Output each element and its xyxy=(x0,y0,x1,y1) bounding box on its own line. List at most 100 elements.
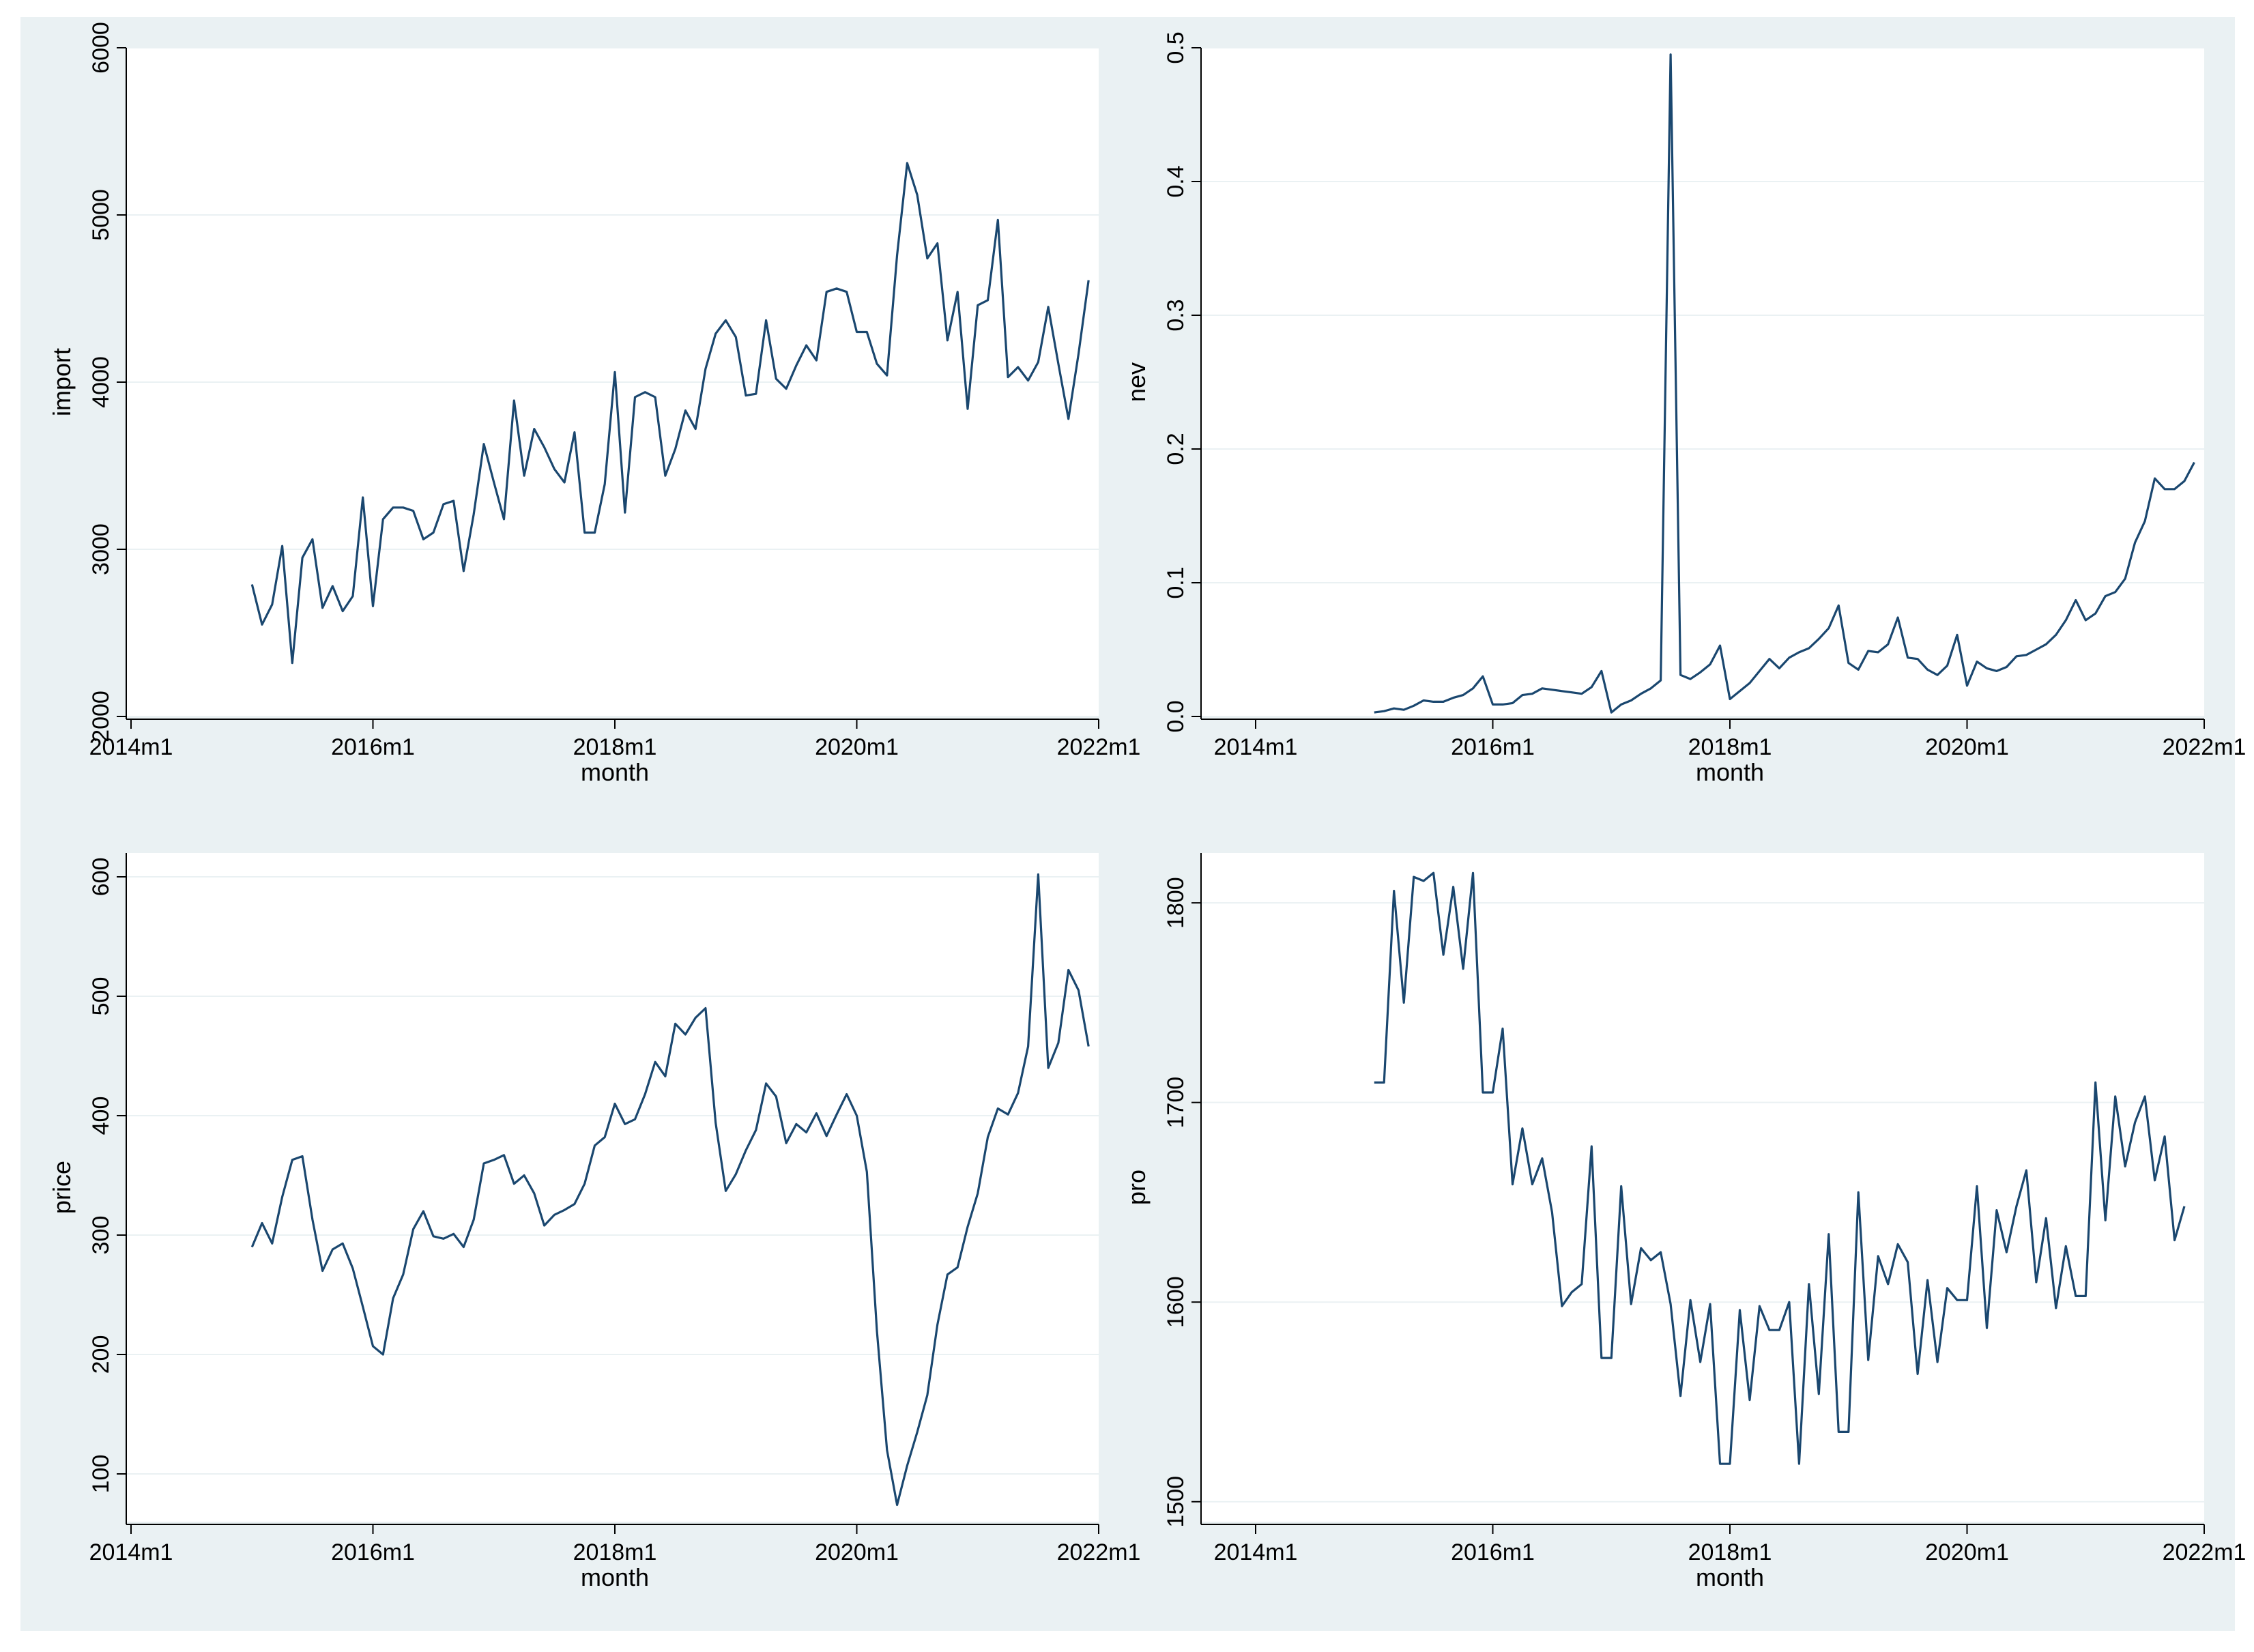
data-point xyxy=(825,291,828,293)
data-point xyxy=(734,1173,737,1176)
x-tick-label: 2016m1 xyxy=(331,734,415,760)
data-point xyxy=(755,392,757,395)
data-point xyxy=(805,1131,808,1134)
y-axis-title: nev xyxy=(1123,362,1151,402)
data-point xyxy=(412,510,415,512)
y-tick-label: 0.2 xyxy=(1163,433,1189,465)
data-point xyxy=(250,583,253,586)
data-point xyxy=(1580,693,1583,695)
data-point xyxy=(452,499,455,502)
data-point xyxy=(1432,871,1435,874)
data-point xyxy=(714,332,717,335)
y-tick-label: 400 xyxy=(88,1097,114,1135)
data-point xyxy=(291,662,293,665)
data-point xyxy=(775,1095,777,1098)
data-point xyxy=(512,1183,515,1185)
data-point xyxy=(1393,890,1396,893)
data-point xyxy=(2025,654,2027,656)
data-point xyxy=(321,1270,324,1273)
data-point xyxy=(1078,352,1080,355)
data-point xyxy=(281,545,284,547)
data-point xyxy=(1758,669,1761,672)
data-point xyxy=(896,254,899,257)
data-point xyxy=(2045,643,2047,646)
data-point xyxy=(1047,306,1050,308)
x-tick-label: 2022m1 xyxy=(2163,1539,2246,1565)
data-point xyxy=(311,538,314,540)
chart-import: 2000 3000 4000 5000 6000 2014m1 2016m1 2018m1 20… xyxy=(48,22,1140,786)
data-point xyxy=(1413,704,1415,707)
data-point xyxy=(1956,633,1959,636)
data-point xyxy=(835,1113,838,1116)
data-point xyxy=(977,304,979,306)
data-point xyxy=(906,1464,908,1467)
chart-pro: 1500 1600 1700 1800 2014m1 2016m1 2018m1 2020m1… xyxy=(1123,853,2246,1591)
data-point xyxy=(1501,703,1504,706)
y-tick-label: 1500 xyxy=(1163,1476,1189,1528)
data-point xyxy=(996,1107,999,1110)
data-point xyxy=(1669,1303,1672,1305)
data-point xyxy=(1067,418,1070,420)
data-point xyxy=(714,1122,717,1125)
data-point xyxy=(503,518,506,521)
data-point xyxy=(422,1210,424,1213)
data-point xyxy=(966,1226,969,1228)
data-point xyxy=(1482,1091,1484,1094)
data-point xyxy=(996,218,999,221)
data-point xyxy=(825,1135,828,1137)
data-point xyxy=(1057,1041,1060,1044)
data-point xyxy=(493,1159,495,1161)
data-point xyxy=(2143,520,2146,523)
data-point xyxy=(2134,541,2137,544)
data-point xyxy=(341,610,344,613)
data-point xyxy=(503,1154,506,1157)
data-point xyxy=(250,1246,253,1249)
data-point xyxy=(795,364,798,367)
data-point xyxy=(2173,1239,2176,1242)
data-point xyxy=(1620,1185,1623,1188)
data-point xyxy=(2143,1095,2146,1098)
data-point xyxy=(1413,875,1415,878)
data-point xyxy=(1610,711,1613,714)
data-point xyxy=(301,556,304,559)
data-point xyxy=(1550,689,1553,691)
data-point xyxy=(785,388,788,390)
data-point xyxy=(482,443,485,446)
data-point xyxy=(785,1142,788,1144)
data-point xyxy=(734,336,737,338)
data-point xyxy=(422,538,424,540)
data-point xyxy=(472,1218,475,1221)
data-point xyxy=(1976,661,1978,663)
data-point xyxy=(493,481,495,484)
data-point xyxy=(402,1273,405,1276)
data-point xyxy=(1383,1081,1385,1084)
data-point xyxy=(1087,1045,1090,1048)
data-point xyxy=(745,1149,747,1152)
y-tick-label: 5000 xyxy=(88,189,114,241)
data-point xyxy=(1719,1462,1722,1465)
data-point xyxy=(1078,989,1080,991)
data-point xyxy=(936,1323,939,1326)
data-point xyxy=(704,1007,707,1010)
x-tick-label: 2018m1 xyxy=(1688,1539,1772,1565)
data-point xyxy=(805,344,808,347)
data-point xyxy=(846,291,848,293)
data-point xyxy=(1679,673,1682,676)
data-point xyxy=(2064,1245,2067,1247)
data-point xyxy=(1679,1395,1682,1397)
data-point xyxy=(1462,694,1464,697)
data-point xyxy=(1640,1247,1643,1249)
y-tick-label: 1600 xyxy=(1163,1276,1189,1328)
data-point xyxy=(2035,1281,2038,1284)
data-point xyxy=(1808,647,1810,650)
data-point xyxy=(1512,701,1514,704)
data-point xyxy=(1936,673,1939,676)
series-line-nev xyxy=(1374,53,2195,714)
data-point xyxy=(2084,619,2087,622)
data-point xyxy=(1817,637,1820,640)
data-point xyxy=(654,1060,656,1063)
data-point xyxy=(543,446,546,449)
data-point xyxy=(654,396,656,398)
data-point xyxy=(1847,1430,1850,1433)
data-point xyxy=(553,1213,555,1216)
